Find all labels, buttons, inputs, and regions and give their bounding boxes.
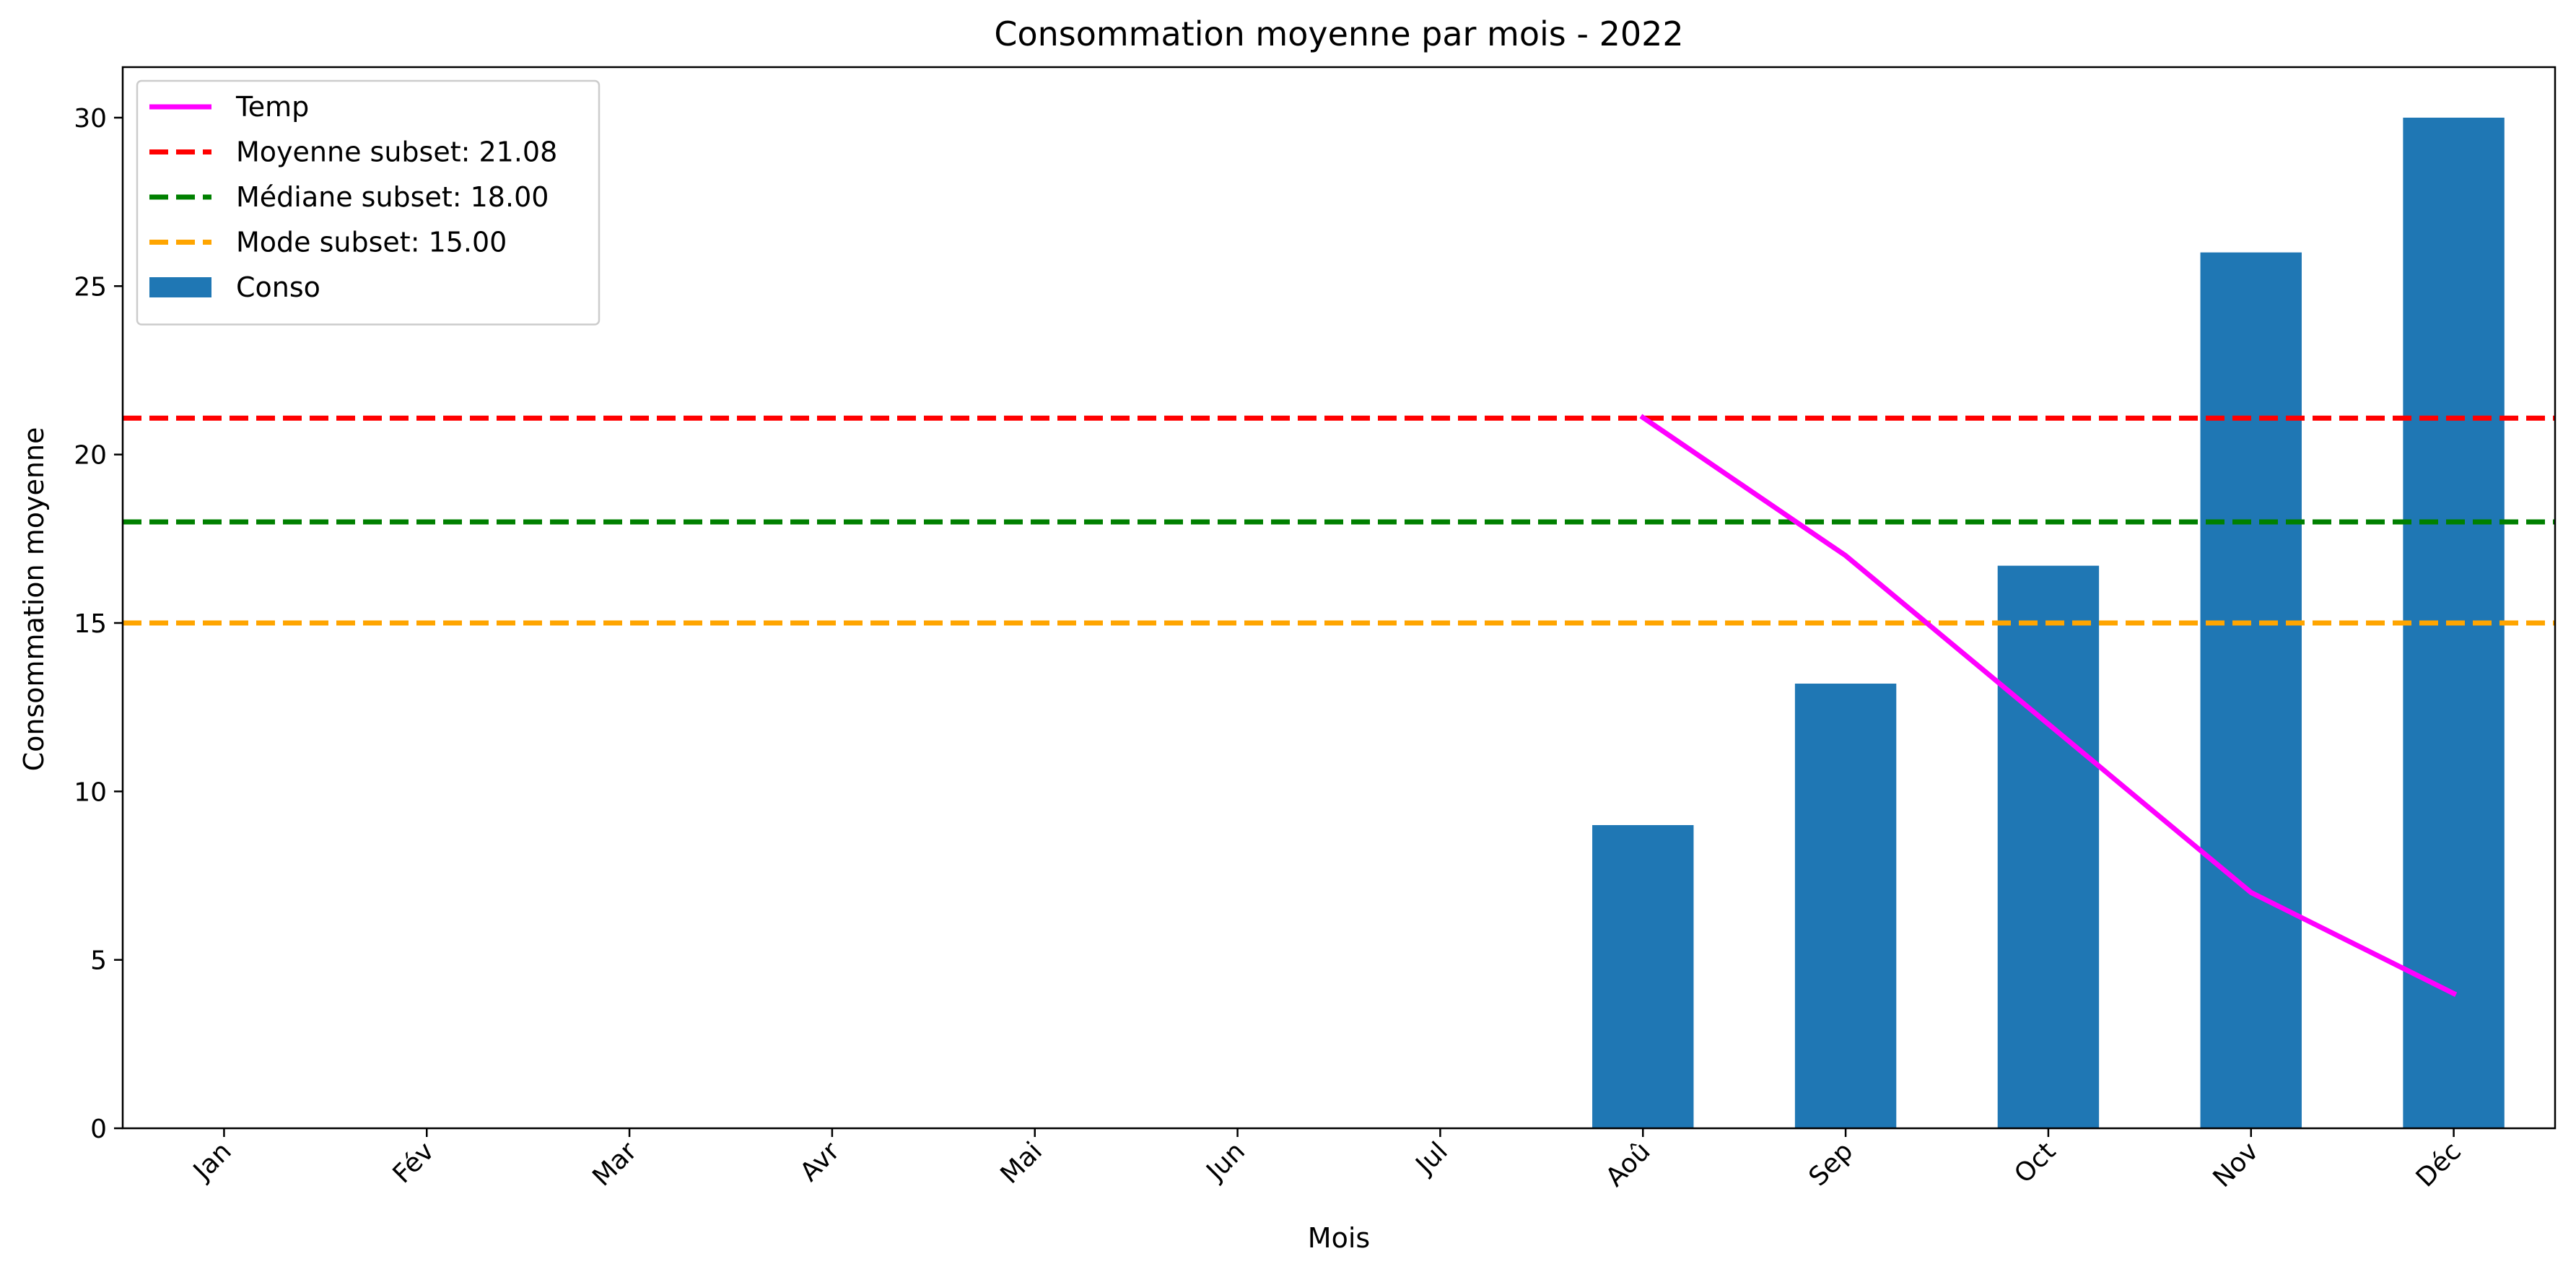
legend-moyenne-subset-label: Moyenne subset: 21.08 bbox=[236, 136, 557, 168]
x-axis-label: Mois bbox=[1308, 1222, 1370, 1254]
y-tick-label: 10 bbox=[74, 777, 107, 807]
bar-nov bbox=[2200, 252, 2302, 1129]
axes-frame bbox=[121, 66, 2557, 1130]
legend-temp-label: Temp bbox=[235, 91, 309, 123]
y-tick-label: 25 bbox=[74, 272, 107, 302]
y-tick-label: 30 bbox=[74, 104, 107, 134]
chart-title: Consommation moyenne par mois - 2022 bbox=[994, 14, 1683, 53]
y-tick-label: 15 bbox=[74, 609, 107, 639]
legend-frame bbox=[136, 79, 601, 326]
legend: Temp Moyenne subset: 21.08 Médiane subset:… bbox=[136, 79, 601, 326]
bar-aou bbox=[1592, 825, 1694, 1128]
legend-conso-swatch bbox=[149, 277, 211, 297]
bar-oct bbox=[1997, 565, 2100, 1128]
bar-sep bbox=[1794, 684, 1897, 1128]
y-tick-label: 20 bbox=[74, 441, 107, 471]
legend-mode-subset-label: Mode subset: 15.00 bbox=[236, 227, 507, 258]
legend-mediane-subset-label: Médiane subset: 18.00 bbox=[236, 181, 549, 213]
y-axis-label: Consommation moyenne bbox=[18, 427, 50, 772]
y-tick-label: 0 bbox=[90, 1115, 107, 1144]
y-tick-label: 5 bbox=[90, 946, 107, 976]
line-series-temp bbox=[1639, 414, 2458, 998]
legend-conso-label: Conso bbox=[236, 271, 320, 303]
